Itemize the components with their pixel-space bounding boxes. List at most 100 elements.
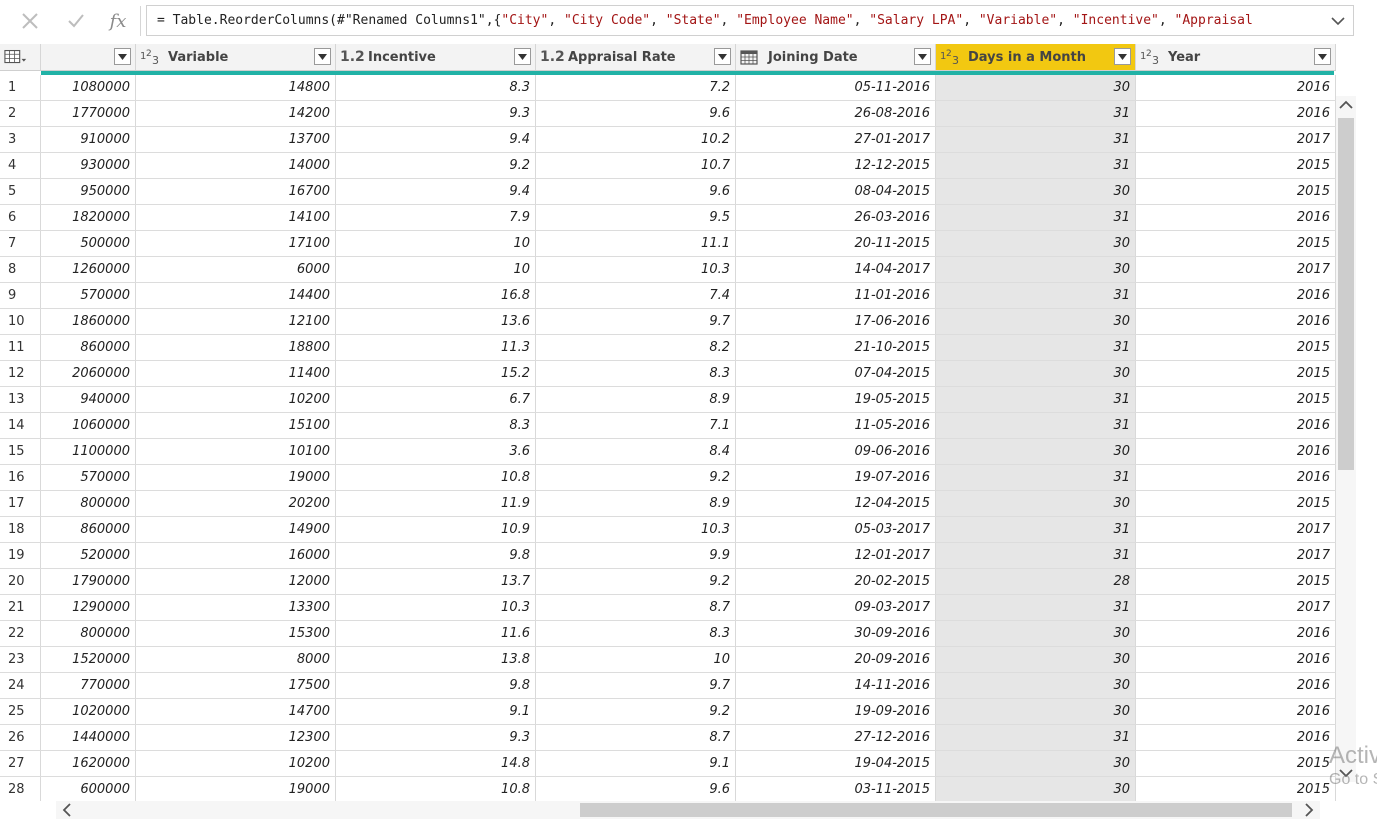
table-cell[interactable]: 1290000 xyxy=(41,595,136,620)
row-number[interactable]: 1 xyxy=(0,75,41,100)
row-number[interactable]: 11 xyxy=(0,335,41,360)
table-cell[interactable]: 10.3 xyxy=(536,257,736,282)
table-cell[interactable]: 03-11-2015 xyxy=(736,777,936,801)
row-number[interactable]: 19 xyxy=(0,543,41,568)
table-cell[interactable]: 10.2 xyxy=(536,127,736,152)
table-cell[interactable]: 9.7 xyxy=(536,309,736,334)
table-cell[interactable]: 2015 xyxy=(1136,387,1336,412)
row-number[interactable]: 27 xyxy=(0,751,41,776)
row-number[interactable]: 10 xyxy=(0,309,41,334)
vertical-scrollbar[interactable] xyxy=(1336,96,1356,782)
table-cell[interactable]: 1770000 xyxy=(41,101,136,126)
table-cell[interactable]: 30 xyxy=(936,231,1136,256)
row-number[interactable]: 7 xyxy=(0,231,41,256)
table-cell[interactable]: 14.8 xyxy=(336,751,536,776)
row-number[interactable]: 12 xyxy=(0,361,41,386)
table-cell[interactable]: 19-07-2016 xyxy=(736,465,936,490)
table-row[interactable]: 4 930000 14000 9.2 10.7 12-12-2015 31 2015 xyxy=(0,153,1336,179)
table-cell[interactable]: 7.9 xyxy=(336,205,536,230)
decimal-type-icon[interactable]: 1.2 xyxy=(540,49,565,65)
table-cell[interactable]: 2016 xyxy=(1136,309,1336,334)
table-cell[interactable]: 12100 xyxy=(136,309,336,334)
table-row[interactable]: 21 1290000 13300 10.3 8.7 09-03-2017 31 2017 xyxy=(0,595,1336,621)
table-cell[interactable]: 16700 xyxy=(136,179,336,204)
scroll-down-icon[interactable] xyxy=(1338,764,1354,782)
table-cell[interactable]: 30 xyxy=(936,361,1136,386)
table-cell[interactable]: 11-01-2016 xyxy=(736,283,936,308)
table-cell[interactable]: 930000 xyxy=(41,153,136,178)
table-cell[interactable]: 2017 xyxy=(1136,543,1336,568)
table-cell[interactable]: 1820000 xyxy=(41,205,136,230)
table-cell[interactable]: 15100 xyxy=(136,413,336,438)
commit-formula-icon[interactable] xyxy=(56,6,96,36)
filter-dropdown-icon[interactable] xyxy=(1314,48,1331,65)
table-cell[interactable]: 30 xyxy=(936,257,1136,282)
table-cell[interactable]: 31 xyxy=(936,387,1136,412)
table-cell[interactable]: 30 xyxy=(936,309,1136,334)
row-number[interactable]: 4 xyxy=(0,153,41,178)
table-cell[interactable]: 2016 xyxy=(1136,725,1336,750)
table-row[interactable]: 3 910000 13700 9.4 10.2 27-01-2017 31 2017 xyxy=(0,127,1336,153)
table-cell[interactable]: 10.3 xyxy=(336,595,536,620)
table-row[interactable]: 20 1790000 12000 13.7 9.2 20-02-2015 28 2015 xyxy=(0,569,1336,595)
table-cell[interactable]: 860000 xyxy=(41,335,136,360)
table-cell[interactable]: 8.2 xyxy=(536,335,736,360)
table-cell[interactable]: 2016 xyxy=(1136,205,1336,230)
table-cell[interactable]: 20-02-2015 xyxy=(736,569,936,594)
table-cell[interactable]: 7.1 xyxy=(536,413,736,438)
table-row[interactable]: 28 600000 19000 10.8 9.6 03-11-2015 30 2015 xyxy=(0,777,1336,801)
table-cell[interactable]: 2016 xyxy=(1136,647,1336,672)
table-cell[interactable]: 07-04-2015 xyxy=(736,361,936,386)
table-cell[interactable]: 31 xyxy=(936,413,1136,438)
table-cell[interactable]: 570000 xyxy=(41,465,136,490)
table-cell[interactable]: 8.3 xyxy=(336,413,536,438)
table-cell[interactable]: 2016 xyxy=(1136,673,1336,698)
table-row[interactable]: 12 2060000 11400 15.2 8.3 07-04-2015 30 2015 xyxy=(0,361,1336,387)
table-row[interactable]: 22 800000 15300 11.6 8.3 30-09-2016 30 2016 xyxy=(0,621,1336,647)
table-cell[interactable]: 7.4 xyxy=(536,283,736,308)
table-cell[interactable]: 7.2 xyxy=(536,75,736,100)
table-cell[interactable]: 2017 xyxy=(1136,595,1336,620)
table-cell[interactable]: 9.6 xyxy=(536,777,736,801)
table-cell[interactable]: 12-12-2015 xyxy=(736,153,936,178)
row-number[interactable]: 9 xyxy=(0,283,41,308)
row-number[interactable]: 21 xyxy=(0,595,41,620)
table-cell[interactable]: 3.6 xyxy=(336,439,536,464)
table-cell[interactable]: 1080000 xyxy=(41,75,136,100)
table-cell[interactable]: 8000 xyxy=(136,647,336,672)
table-cell[interactable]: 30 xyxy=(936,75,1136,100)
row-number[interactable]: 25 xyxy=(0,699,41,724)
table-cell[interactable]: 15.2 xyxy=(336,361,536,386)
table-cell[interactable]: 30 xyxy=(936,439,1136,464)
table-cell[interactable]: 19000 xyxy=(136,777,336,801)
table-cell[interactable]: 2016 xyxy=(1136,621,1336,646)
table-cell[interactable]: 2015 xyxy=(1136,361,1336,386)
table-cell[interactable]: 2017 xyxy=(1136,257,1336,282)
table-cell[interactable]: 1100000 xyxy=(41,439,136,464)
table-cell[interactable]: 13.7 xyxy=(336,569,536,594)
table-row[interactable]: 16 570000 19000 10.8 9.2 19-07-2016 31 2016 xyxy=(0,465,1336,491)
table-row[interactable]: 9 570000 14400 16.8 7.4 11-01-2016 31 2016 xyxy=(0,283,1336,309)
row-number[interactable]: 3 xyxy=(0,127,41,152)
table-cell[interactable]: 31 xyxy=(936,543,1136,568)
table-cell[interactable]: 9.2 xyxy=(336,153,536,178)
table-cell[interactable]: 9.4 xyxy=(336,179,536,204)
table-cell[interactable]: 1260000 xyxy=(41,257,136,282)
table-row[interactable]: 11 860000 18800 11.3 8.2 21-10-2015 31 2015 xyxy=(0,335,1336,361)
table-cell[interactable]: 10 xyxy=(536,647,736,672)
table-cell[interactable]: 11400 xyxy=(136,361,336,386)
table-cell[interactable]: 860000 xyxy=(41,517,136,542)
table-cell[interactable]: 950000 xyxy=(41,179,136,204)
table-cell[interactable]: 17100 xyxy=(136,231,336,256)
row-number[interactable]: 18 xyxy=(0,517,41,542)
table-cell[interactable]: 2016 xyxy=(1136,283,1336,308)
table-cell[interactable]: 13700 xyxy=(136,127,336,152)
table-cell[interactable]: 19000 xyxy=(136,465,336,490)
table-cell[interactable]: 14700 xyxy=(136,699,336,724)
table-cell[interactable]: 10 xyxy=(336,257,536,282)
table-cell[interactable]: 600000 xyxy=(41,777,136,801)
table-menu-icon[interactable] xyxy=(4,49,28,65)
row-number[interactable]: 13 xyxy=(0,387,41,412)
table-row[interactable]: 24 770000 17500 9.8 9.7 14-11-2016 30 2016 xyxy=(0,673,1336,699)
table-cell[interactable]: 2016 xyxy=(1136,699,1336,724)
